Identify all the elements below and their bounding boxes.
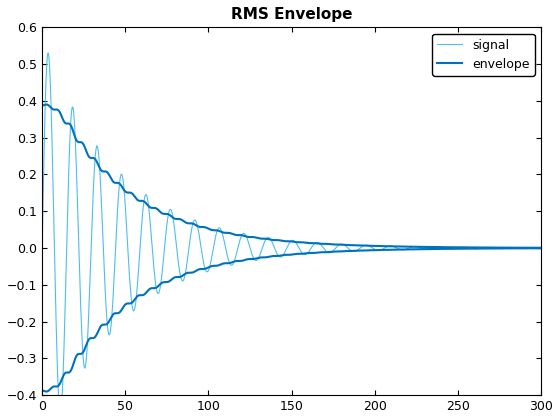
- envelope: [96, 165, 102, 170]
- envelope: [125, 190, 132, 195]
- signal: [125, 267, 132, 272]
- signal: [474, 246, 481, 251]
- envelope: [43, 102, 50, 107]
- envelope: [230, 232, 237, 237]
- signal: [39, 246, 45, 251]
- signal: [45, 50, 52, 55]
- signal: [96, 162, 103, 167]
- envelope: [474, 245, 481, 250]
- signal: [231, 260, 237, 265]
- signal: [538, 245, 544, 250]
- Line: signal: signal: [42, 53, 541, 414]
- signal: [252, 258, 259, 263]
- Line: envelope: envelope: [42, 105, 541, 248]
- envelope: [39, 103, 45, 108]
- envelope: [252, 235, 259, 240]
- Title: RMS Envelope: RMS Envelope: [231, 7, 352, 22]
- signal: [528, 245, 535, 250]
- Legend: signal, envelope: signal, envelope: [432, 34, 535, 76]
- signal: [57, 412, 64, 417]
- envelope: [538, 245, 544, 250]
- envelope: [528, 245, 535, 250]
